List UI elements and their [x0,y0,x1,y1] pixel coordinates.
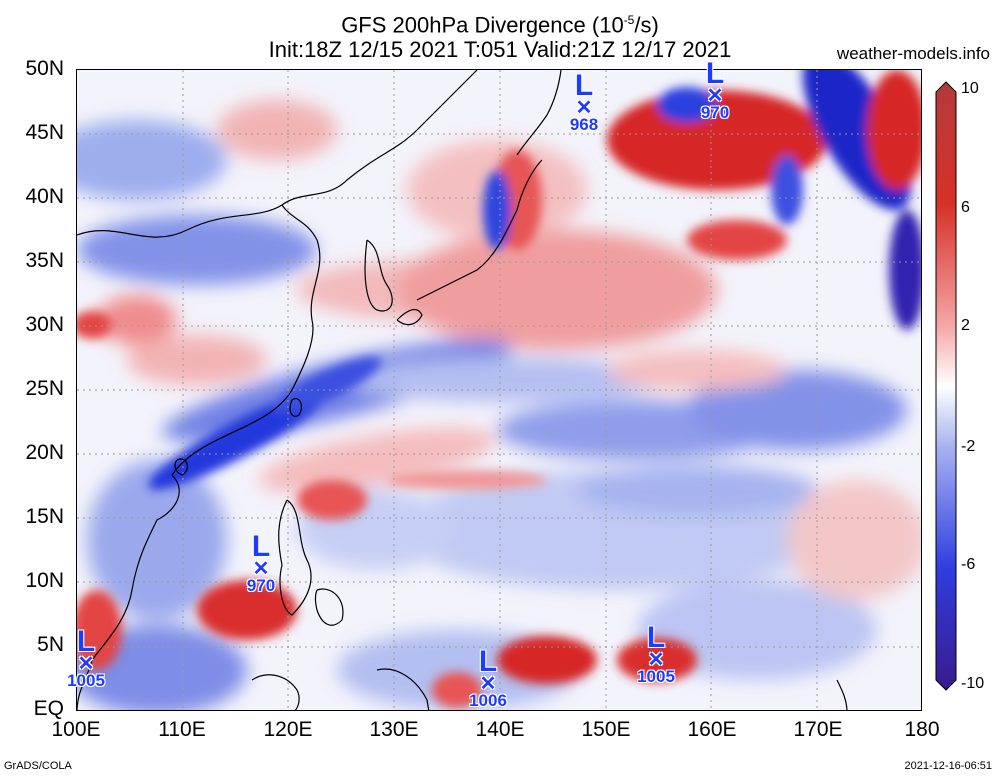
lat-label: 30N [25,313,64,336]
lat-label: 5N [37,633,64,656]
title-exponent: -5 [623,13,635,27]
low-pressure-marker: L ✕ 1005 [67,625,105,690]
lat-label: 40N [25,185,64,208]
lon-label: 110E [158,718,206,741]
lat-label: 50N [25,57,64,80]
divergence-field [77,70,921,710]
lat-label: 45N [25,121,64,144]
lat-label: 35N [25,249,64,272]
chart-subtitle: Init:18Z 12/15 2021 T:051 Valid:21Z 12/1… [268,37,732,62]
lon-label: 100E [51,718,101,741]
footer-timestamp: 2021-12-16-06:51 [904,760,992,772]
lat-label: 20N [25,441,64,464]
chart-title: GFS 200hPa Divergence (10-5/s) [341,12,659,38]
low-pressure-marker: L ✕ 970 [700,57,730,122]
coastlines [77,70,848,710]
footer-credit: GrADS/COLA [4,760,72,772]
lat-label: 25N [25,377,64,400]
low-pressure-marker: L ✕ 1005 [637,621,675,686]
lon-label: 130E [369,718,419,741]
lat-label: EQ [33,697,64,720]
low-pressure-marker: L ✕ 968 [569,69,599,134]
colorbar [935,81,957,691]
lon-label: 150E [581,718,631,741]
low-pressure-marker: L ✕ 1006 [469,645,507,710]
lon-label: 180 [904,718,940,741]
colorbar-label: 6 [961,199,970,216]
lon-label: 170E [793,718,843,741]
lon-label: 160E [687,718,737,741]
site-label: weather-models.info [836,44,990,63]
colorbar-label: 2 [961,317,970,334]
lon-label: 120E [263,718,313,741]
colorbar-label: -10 [961,675,985,692]
lat-label: 15N [25,505,64,528]
colorbar-label: -2 [961,438,976,455]
lat-label: 10N [25,569,64,592]
divergence-map [76,69,922,711]
graticule [77,70,921,710]
colorbar-label: -6 [961,556,976,573]
colorbar-label: 10 [961,80,979,97]
low-pressure-marker: L ✕ 970 [246,530,276,595]
lon-label: 140E [475,718,525,741]
